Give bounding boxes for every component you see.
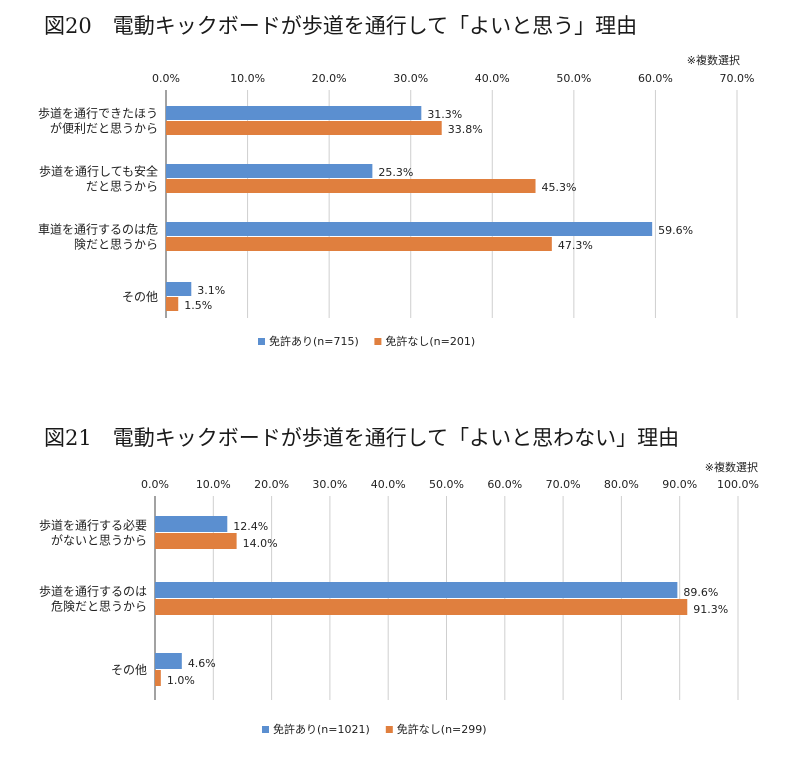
chart1-tick-label: 0.0% <box>152 72 180 85</box>
chart1-bar-licensed <box>166 164 373 178</box>
chart2-data-label: 12.4% <box>233 520 268 533</box>
chart2-tick-label: 70.0% <box>546 478 581 491</box>
chart2-bar-unlicensed <box>155 599 688 615</box>
chart2-category-label: がないと思うから <box>51 533 147 548</box>
chart2-category-label: 危険だと思うから <box>51 600 147 614</box>
chart2-bar-licensed <box>155 653 182 669</box>
chart1-category-label: その他 <box>122 290 158 304</box>
chart1-category-label: だと思うから <box>86 180 158 194</box>
chart2-tick-label: 40.0% <box>371 478 406 491</box>
chart1-legend-label: 免許なし(n=201) <box>385 334 475 348</box>
chart1-bar-unlicensed <box>166 179 536 193</box>
chart1-title: 図20 電動キックボードが歩道を通行して「よいと思う」理由 <box>44 14 638 38</box>
chart1-data-label: 45.3% <box>542 181 577 194</box>
chart2-category-label: 歩道を通行する必要 <box>39 518 147 533</box>
chart1-tick-label: 40.0% <box>475 72 510 85</box>
chart1-data-label: 47.3% <box>558 239 593 252</box>
chart1-tick-label: 50.0% <box>556 72 591 85</box>
chart2-legend-label: 免許なし(n=299) <box>397 722 487 736</box>
chart1-bar-unlicensed <box>166 297 179 311</box>
chart1-data-label: 31.3% <box>427 108 462 121</box>
chart2-legend-swatch <box>262 726 269 733</box>
chart1-tick-label: 20.0% <box>312 72 347 85</box>
chart2-data-label: 91.3% <box>693 603 728 616</box>
chart1-category-label: 険だと思うから <box>74 238 158 252</box>
chart1-data-label: 3.1% <box>197 284 225 297</box>
chart2-tick-label: 90.0% <box>662 478 697 491</box>
chart2-bar-unlicensed <box>155 670 161 686</box>
chart1-tick-label: 60.0% <box>638 72 673 85</box>
chart2-tick-label: 20.0% <box>254 478 289 491</box>
chart1-data-label: 25.3% <box>378 166 413 179</box>
chart1-legend-label: 免許あり(n=715) <box>269 334 359 348</box>
chart1-bar-licensed <box>166 222 653 236</box>
chart2-category-label: 歩道を通行するのは <box>39 584 147 599</box>
chart1-legend-swatch <box>258 338 265 345</box>
chart1-legend-swatch <box>374 338 382 345</box>
chart1-tick-label: 30.0% <box>393 72 428 85</box>
chart2-tick-label: 50.0% <box>429 478 464 491</box>
chart2-data-label: 89.6% <box>683 586 718 599</box>
chart2-data-label: 4.6% <box>188 657 216 670</box>
chart2-bar-licensed <box>155 516 228 532</box>
chart1-data-label: 59.6% <box>658 224 693 237</box>
chart1-category-label: 歩道を通行できたほう <box>38 106 158 121</box>
chart2-tick-label: 10.0% <box>196 478 231 491</box>
chart1-tick-label: 70.0% <box>720 72 755 85</box>
chart1-note: ※複数選択 <box>686 54 740 67</box>
chart2-tick-label: 60.0% <box>487 478 522 491</box>
chart1-data-label: 1.5% <box>184 299 212 312</box>
chart2-note: ※複数選択 <box>704 461 758 474</box>
chart1-category-label: 車道を通行するのは危 <box>38 223 158 237</box>
chart1-data-label: 33.8% <box>448 123 483 136</box>
chart2-data-label: 14.0% <box>243 537 278 550</box>
chart1-category-label: が便利だと思うから <box>50 121 158 136</box>
chart2-data-label: 1.0% <box>167 674 195 687</box>
chart1-category-label: 歩道を通行しても安全 <box>39 164 158 179</box>
chart2-tick-label: 30.0% <box>312 478 347 491</box>
chart2-tick-label: 100.0% <box>717 478 759 491</box>
chart2-tick-label: 80.0% <box>604 478 639 491</box>
chart2-bar-licensed <box>155 582 678 598</box>
chart2-tick-label: 0.0% <box>141 478 169 491</box>
chart2-title: 図21 電動キックボードが歩道を通行して「よいと思わない」理由 <box>44 426 680 450</box>
chart2-legend-label: 免許あり(n=1021) <box>273 722 370 736</box>
chart2-legend-swatch <box>385 726 393 733</box>
chart1-bar-licensed <box>166 282 192 296</box>
chart1-bar-licensed <box>166 106 422 120</box>
chart1-bar-unlicensed <box>166 121 442 135</box>
chart2-bar-unlicensed <box>155 533 237 549</box>
chart2-category-label: その他 <box>111 663 147 677</box>
chart1-tick-label: 10.0% <box>230 72 265 85</box>
chart1-bar-unlicensed <box>166 237 552 251</box>
